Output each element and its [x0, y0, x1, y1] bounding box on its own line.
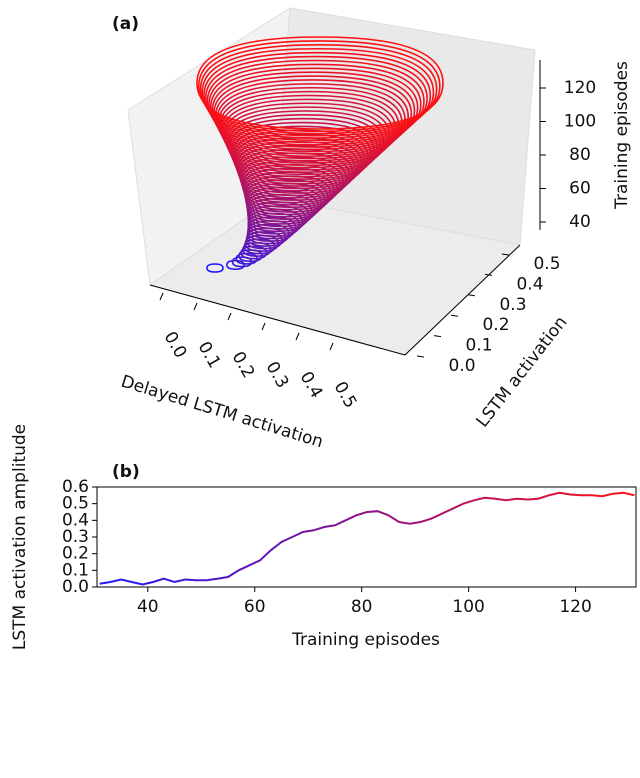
z-tick-label: 60	[569, 179, 591, 199]
z-tick-label: 80	[569, 145, 591, 165]
trajectory-loop	[243, 238, 276, 255]
x-tick-label: 0.2	[228, 348, 259, 381]
x-tick-label: 0.3	[262, 358, 293, 391]
trajectory-loop	[245, 182, 326, 218]
x-tick	[193, 302, 198, 311]
x-tick-label: 0.0	[160, 328, 191, 361]
trajectory-loop	[206, 263, 224, 273]
z-tick-label: 100	[564, 112, 596, 132]
y-tick	[416, 355, 425, 358]
y-tick	[484, 273, 493, 276]
x-tick-label: 0.5	[330, 378, 361, 411]
y-tick-label: 0.3	[62, 527, 89, 547]
x-tick-label: 40	[137, 597, 159, 617]
y-tick	[433, 335, 442, 338]
z-tick-label: 120	[564, 78, 596, 98]
y-tick-label: 0.1	[62, 560, 89, 580]
x-tick-label: 100	[452, 597, 484, 617]
trajectory-loop	[206, 59, 425, 144]
x-tick	[295, 332, 300, 341]
y-tick-label: 0.5	[62, 494, 89, 514]
y-tick-label: 0.2	[62, 544, 89, 564]
y-tick-label: 0.2	[482, 315, 509, 335]
x-tick	[159, 292, 164, 301]
y-tick-label: 0.5	[533, 254, 560, 274]
trajectory-loop	[196, 36, 444, 130]
trajectory-loop	[214, 79, 410, 155]
plot-frame	[96, 486, 637, 588]
y-tick	[467, 294, 476, 297]
x-tick-label: 60	[244, 597, 266, 617]
panel-label: (b)	[112, 462, 140, 482]
trajectory-3d	[196, 36, 444, 273]
x-tick	[329, 342, 334, 351]
x-tick-label: 0.4	[296, 368, 327, 401]
y-tick-label: 0.0	[448, 356, 475, 376]
y-tick-label: 0.4	[516, 274, 543, 294]
trajectory-loop	[199, 44, 438, 135]
y-tick	[501, 253, 510, 256]
y-tick-label: 0.4	[62, 510, 89, 530]
x-axis-label: Training episodes	[291, 630, 440, 650]
y-tick-label: 0.1	[465, 336, 492, 356]
x-tick-label: 120	[559, 597, 591, 617]
trajectory-loop	[208, 63, 422, 146]
trajectory-loop	[197, 40, 441, 133]
y-tick-label: 0.0	[62, 577, 89, 597]
y-tick	[450, 314, 459, 317]
trajectory-loop	[201, 47, 435, 137]
trajectory-loop	[213, 75, 413, 153]
z-axis-label: Training episodes	[612, 61, 632, 210]
x-tick-label: 80	[351, 597, 373, 617]
x-tick	[227, 312, 232, 321]
trajectory-loop	[226, 259, 245, 271]
trajectory-loop	[211, 71, 416, 151]
line	[99, 491, 635, 586]
panel-label: (a)	[112, 14, 139, 34]
x-tick	[261, 322, 266, 331]
y-tick-label: 0.6	[62, 477, 89, 497]
z-tick-label: 40	[569, 212, 591, 232]
trajectory-loop	[209, 67, 419, 148]
x-tick-label: 0.1	[194, 338, 225, 371]
y-axis-label: LSTM activation amplitude	[10, 424, 30, 650]
trajectory-loop	[203, 51, 432, 139]
trajectory-loop	[204, 55, 428, 142]
y-tick-label: 0.3	[499, 295, 526, 315]
x-axis-label: Delayed LSTM activation	[119, 372, 326, 453]
